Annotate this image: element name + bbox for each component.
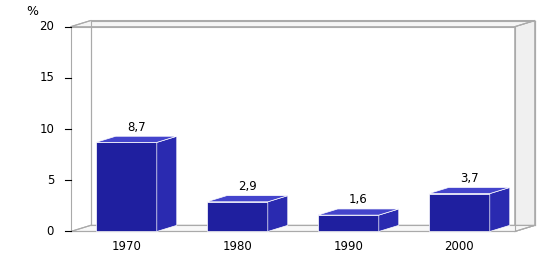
Polygon shape	[379, 209, 399, 231]
Text: 8,7: 8,7	[127, 121, 146, 134]
Polygon shape	[96, 142, 157, 231]
Polygon shape	[96, 136, 177, 142]
Polygon shape	[207, 202, 268, 231]
Text: 5: 5	[47, 174, 54, 187]
Polygon shape	[268, 196, 288, 231]
Text: 1,6: 1,6	[349, 194, 367, 206]
Polygon shape	[429, 188, 510, 194]
Polygon shape	[157, 136, 177, 231]
Text: 1970: 1970	[111, 240, 141, 253]
Text: 15: 15	[39, 71, 54, 84]
Polygon shape	[71, 21, 535, 27]
Polygon shape	[71, 225, 535, 231]
Polygon shape	[207, 196, 288, 202]
Text: 2000: 2000	[444, 240, 474, 253]
Polygon shape	[318, 209, 399, 215]
Polygon shape	[515, 21, 535, 231]
Polygon shape	[91, 21, 535, 225]
Text: 1980: 1980	[222, 240, 252, 253]
Text: 0: 0	[47, 225, 54, 238]
Text: 2,9: 2,9	[238, 180, 257, 193]
Polygon shape	[318, 215, 379, 231]
Text: 3,7: 3,7	[460, 172, 478, 185]
Polygon shape	[429, 194, 490, 231]
Polygon shape	[490, 188, 510, 231]
Text: 1990: 1990	[333, 240, 363, 253]
Text: 20: 20	[39, 20, 54, 33]
Text: %: %	[26, 5, 38, 19]
Text: 10: 10	[39, 123, 54, 136]
